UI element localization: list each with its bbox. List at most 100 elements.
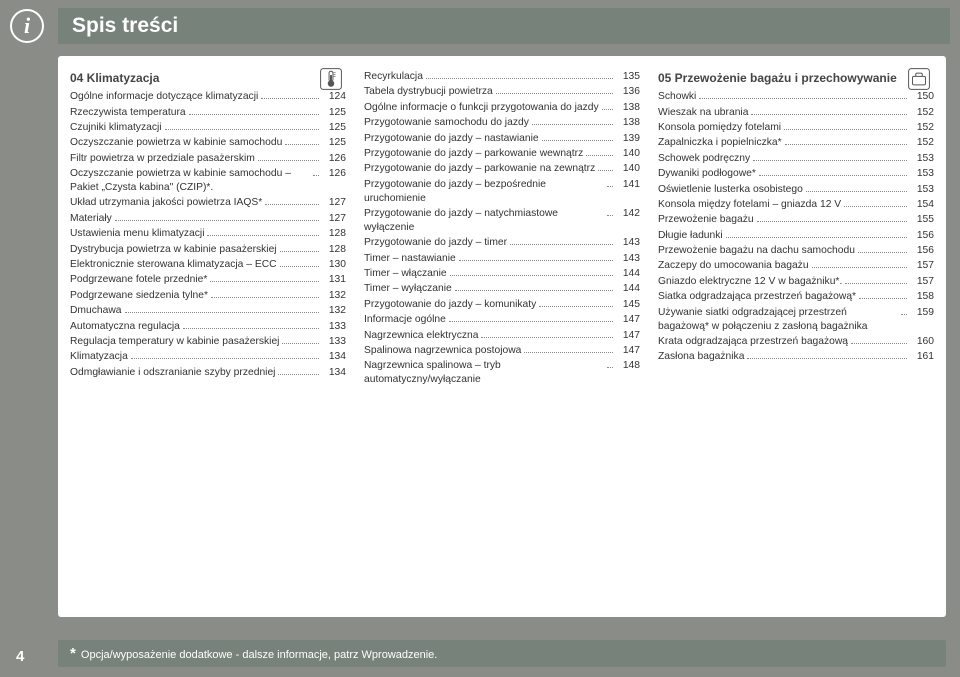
toc-entry[interactable]: Spalinowa nagrzewnica postojowa147 <box>364 344 640 358</box>
toc-dots <box>759 175 907 176</box>
toc-entry-page: 153 <box>910 152 934 166</box>
toc-entry[interactable]: Przygotowanie samochodu do jazdy138 <box>364 116 640 130</box>
toc-entry[interactable]: Oczyszczanie powietrza w kabinie samocho… <box>70 136 346 150</box>
toc-column: 04 KlimatyzacjaOgólne informacje dotyczą… <box>70 70 346 605</box>
toc-entry-label: Elektronicznie sterowana klimatyzacja – … <box>70 258 277 272</box>
toc-entry[interactable]: Ogólne informacje dotyczące klimatyzacji… <box>70 90 346 104</box>
toc-entry-page: 142 <box>616 207 640 221</box>
toc-entry[interactable]: Regulacja temperatury w kabinie pasażers… <box>70 335 346 349</box>
toc-entry[interactable]: Przygotowanie do jazdy – parkowanie wewn… <box>364 147 640 161</box>
toc-dots <box>313 175 319 176</box>
toc-column: 05 Przewożenie bagażu i przechowywanie Sc… <box>658 70 934 605</box>
toc-entry[interactable]: Podgrzewane fotele przednie*131 <box>70 273 346 287</box>
toc-entry[interactable]: Konsola między fotelami – gniazda 12 V15… <box>658 198 934 212</box>
toc-entry[interactable]: Dystrybucja powietrza w kabinie pasażers… <box>70 243 346 257</box>
toc-entry[interactable]: Dmuchawa 132 <box>70 304 346 318</box>
toc-entry[interactable]: Przygotowanie do jazdy – bezpośrednie ur… <box>364 178 640 206</box>
toc-entry[interactable]: Klimatyzacja134 <box>70 350 346 364</box>
toc-entry[interactable]: Ogólne informacje o funkcji przygotowani… <box>364 101 640 115</box>
toc-entry-page: 144 <box>616 282 640 296</box>
toc-entry[interactable]: Recyrkulacja135 <box>364 70 640 84</box>
toc-entry-page: 131 <box>322 273 346 287</box>
toc-entry[interactable]: Schowek podręczny 153 <box>658 152 934 166</box>
toc-entry[interactable]: Timer – wyłączanie144 <box>364 282 640 296</box>
toc-entry[interactable]: Długie ładunki156 <box>658 229 934 243</box>
page-number: 4 <box>16 648 24 665</box>
toc-entry[interactable]: Używanie siatki odgradzającej przestrzeń… <box>658 306 934 334</box>
toc-entry[interactable]: Elektronicznie sterowana klimatyzacja – … <box>70 258 346 272</box>
toc-entry-label: Ogólne informacje o funkcji przygotowani… <box>364 101 599 115</box>
info-icon: i <box>10 9 44 43</box>
toc-entry[interactable]: Odmgławianie i odszranianie szyby przedn… <box>70 366 346 380</box>
toc-entry[interactable]: Oczyszczanie powietrza w kabinie samocho… <box>70 167 346 195</box>
toc-entry-label: Siatka odgradzająca przestrzeń bagażową* <box>658 290 856 304</box>
toc-entry[interactable]: Rzeczywista temperatura125 <box>70 106 346 120</box>
toc-entry-page: 157 <box>910 259 934 273</box>
toc-entry[interactable]: Automatyczna regulacja133 <box>70 320 346 334</box>
toc-dots <box>785 144 907 145</box>
toc-entry[interactable]: Siatka odgradzająca przestrzeń bagażową*… <box>658 290 934 304</box>
toc-entry[interactable]: Schowki150 <box>658 90 934 104</box>
toc-entry-label: Czujniki klimatyzacji <box>70 121 162 135</box>
toc-entry[interactable]: Tabela dystrybucji powietrza136 <box>364 85 640 99</box>
toc-entry[interactable]: Gniazdo elektryczne 12 V w bagażniku*.15… <box>658 275 934 289</box>
toc-entry-label: Ustawienia menu klimatyzacji <box>70 227 204 241</box>
toc-entry-page: 147 <box>616 313 640 327</box>
toc-entry-page: 158 <box>910 290 934 304</box>
toc-entry[interactable]: Informacje ogólne147 <box>364 313 640 327</box>
toc-entry-page: 134 <box>322 350 346 364</box>
toc-entry[interactable]: Podgrzewane siedzenia tylne*132 <box>70 289 346 303</box>
toc-entry-label: Krata odgradzająca przestrzeń bagażową <box>658 335 848 349</box>
toc-entry-label: Recyrkulacja <box>364 70 423 84</box>
toc-entry-page: 124 <box>322 90 346 104</box>
toc-entry[interactable]: Czujniki klimatyzacji125 <box>70 121 346 135</box>
toc-entry-page: 125 <box>322 136 346 150</box>
toc-dots <box>265 204 319 205</box>
toc-entry[interactable]: Przygotowanie do jazdy – parkowanie na z… <box>364 162 640 176</box>
toc-entry-label: Przewożenie bagażu na dachu samochodu <box>658 244 855 258</box>
toc-entry[interactable]: Timer – nastawianie143 <box>364 252 640 266</box>
toc-entry-label: Dmuchawa <box>70 304 122 318</box>
toc-entry[interactable]: Materiały127 <box>70 212 346 226</box>
section-title: 05 Przewożenie bagażu i przechowywanie <box>658 70 934 86</box>
toc-entry[interactable]: Nagrzewnica elektryczna147 <box>364 329 640 343</box>
toc-entry-page: 154 <box>910 198 934 212</box>
toc-entry[interactable]: Przygotowanie do jazdy – nastawianie139 <box>364 132 640 146</box>
toc-dots <box>258 160 319 161</box>
toc-entry-label: Zaczepy do umocowania bagażu <box>658 259 809 273</box>
toc-dots <box>859 298 907 299</box>
toc-entry[interactable]: Konsola pomiędzy fotelami152 <box>658 121 934 135</box>
toc-entry-label: Automatyczna regulacja <box>70 320 180 334</box>
toc-entry[interactable]: Zaczepy do umocowania bagażu 157 <box>658 259 934 273</box>
toc-entry[interactable]: Przygotowanie do jazdy – komunikaty145 <box>364 298 640 312</box>
toc-entry-page: 148 <box>616 359 640 373</box>
toc-dots <box>607 215 613 216</box>
toc-entry-label: Dystrybucja powietrza w kabinie pasażers… <box>70 243 277 257</box>
toc-entry[interactable]: Filtr powietrza w przedziale pasażerskim… <box>70 152 346 166</box>
toc-entry[interactable]: Wieszak na ubrania152 <box>658 106 934 120</box>
toc-entry-page: 152 <box>910 136 934 150</box>
toc-entry[interactable]: Zapalniczka i popielniczka*152 <box>658 136 934 150</box>
toc-entry-label: Regulacja temperatury w kabinie pasażers… <box>70 335 279 349</box>
toc-entry[interactable]: Przygotowanie do jazdy – timer143 <box>364 236 640 250</box>
toc-dots <box>753 160 907 161</box>
toc-entry-label: Oczyszczanie powietrza w kabinie samocho… <box>70 136 282 150</box>
toc-entry[interactable]: Przewożenie bagażu na dachu samochodu156 <box>658 244 934 258</box>
toc-dots <box>207 235 319 236</box>
toc-entry[interactable]: Układ utrzymania jakości powietrza IAQS*… <box>70 196 346 210</box>
toc-dots <box>285 144 319 145</box>
toc-entry[interactable]: Krata odgradzająca przestrzeń bagażową16… <box>658 335 934 349</box>
toc-entry[interactable]: Ustawienia menu klimatyzacji128 <box>70 227 346 241</box>
toc-entry-page: 144 <box>616 267 640 281</box>
toc-entry[interactable]: Przewożenie bagażu155 <box>658 213 934 227</box>
toc-dots <box>455 290 613 291</box>
toc-entry-page: 132 <box>322 304 346 318</box>
toc-entry[interactable]: Nagrzewnica spalinowa – tryb automatyczn… <box>364 359 640 387</box>
toc-entry[interactable]: Zasłona bagażnika161 <box>658 350 934 364</box>
toc-entry[interactable]: Oświetlenie lusterka osobistego153 <box>658 183 934 197</box>
toc-entry-page: 143 <box>616 252 640 266</box>
toc-entry[interactable]: Timer – włączanie144 <box>364 267 640 281</box>
toc-entry[interactable]: Przygotowanie do jazdy – natychmiastowe … <box>364 207 640 235</box>
toc-entry[interactable]: Dywaniki podłogowe*153 <box>658 167 934 181</box>
toc-entry-label: Schowek podręczny <box>658 152 750 166</box>
